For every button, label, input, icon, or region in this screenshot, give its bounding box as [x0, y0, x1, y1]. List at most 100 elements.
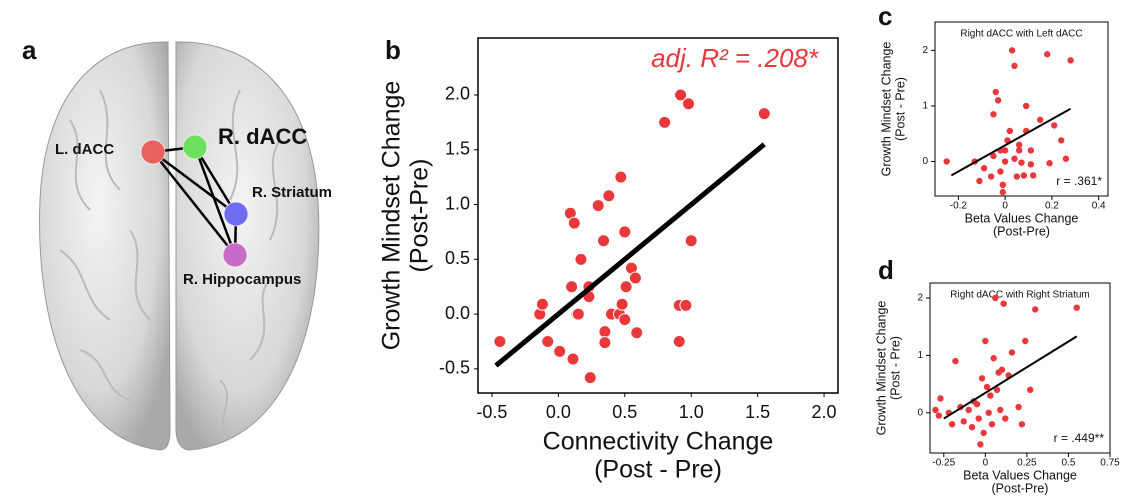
- scatter-point: [952, 357, 959, 365]
- scatter-point: [1011, 155, 1018, 162]
- region-label: R. dACC: [218, 124, 307, 149]
- scatter-point: [948, 421, 956, 428]
- x-axis-label: Connectivity Change: [543, 428, 774, 456]
- scatter-point: [1022, 102, 1030, 110]
- scatter-point: [591, 199, 605, 213]
- scatter-point: [990, 152, 997, 160]
- panel-letter: b: [385, 35, 401, 65]
- x-tick-label: 1.0: [679, 402, 704, 422]
- scatter-point: [1027, 161, 1035, 168]
- scatter-point: [602, 189, 616, 203]
- scatter-point: [987, 173, 995, 180]
- y-tick-label: 0: [917, 407, 923, 418]
- x-tick-label: 0.2: [1045, 201, 1059, 212]
- scatter-point: [583, 371, 597, 385]
- x-axis-label: Beta Values Change: [965, 211, 1079, 225]
- scatter-point: [493, 335, 507, 349]
- plot-frame: [934, 21, 1109, 197]
- scatter-point: [999, 188, 1006, 196]
- y-tick-label: 0: [922, 156, 928, 167]
- scatter-point: [1029, 172, 1037, 179]
- scatter-point: [658, 115, 672, 129]
- scatter-point: [565, 280, 579, 294]
- scatter-point: [997, 406, 1004, 414]
- x-tick-label: 0: [1002, 201, 1008, 212]
- x-tick-label: 2.0: [812, 402, 837, 422]
- scatter-point: [1046, 160, 1053, 167]
- y-axis-label: Growth Mindset Change: [874, 301, 888, 436]
- scatter-point: [935, 412, 943, 419]
- scatter-point: [992, 294, 999, 302]
- scatter-point: [975, 415, 982, 422]
- scatter-point: [990, 355, 997, 362]
- y-tick-label: 2: [922, 45, 928, 56]
- scatter-point: [1044, 51, 1051, 58]
- y-axis-label: (Post - Pre): [893, 77, 907, 141]
- y-tick-label: 1.5: [445, 139, 470, 159]
- scatter-point: [672, 335, 686, 349]
- scatter-point: [1015, 141, 1023, 149]
- scatter-point: [982, 337, 989, 345]
- scatter-point: [1000, 300, 1007, 307]
- scatter-point: [977, 441, 984, 448]
- region-node: [182, 134, 208, 160]
- x-tick-label: 0.75: [1100, 458, 1120, 469]
- x-tick-label: 0.5: [612, 402, 637, 422]
- region-node: [223, 201, 249, 227]
- scatter-point: [965, 406, 972, 414]
- scatter-point: [937, 395, 944, 402]
- scatter-point: [1001, 147, 1009, 154]
- region-label: R. Hippocampus: [183, 271, 301, 288]
- x-tick-label: 0: [983, 458, 989, 469]
- scatter-point: [980, 429, 987, 437]
- scatter-point: [998, 366, 1006, 373]
- scatter-point: [535, 297, 549, 311]
- scatter-point: [1032, 306, 1039, 313]
- scatter-point: [553, 344, 567, 358]
- y-axis-label: (Post-Pre): [406, 159, 434, 273]
- scatter-point: [968, 423, 976, 431]
- x-tick-label: 0.4: [1092, 201, 1106, 212]
- scatter-point: [1018, 421, 1026, 428]
- scatter-point: [976, 177, 983, 185]
- scatter-point: [571, 307, 585, 321]
- scatter-point: [628, 271, 642, 285]
- scatter-point: [614, 170, 628, 184]
- scatter-point: [598, 325, 612, 339]
- x-tick-label: -0.2: [950, 201, 968, 212]
- x-axis-label: (Post - Pre): [594, 456, 722, 484]
- y-axis-label: Growth Mindset Change: [378, 81, 406, 351]
- scatter-point: [1015, 403, 1022, 411]
- scatter-point: [679, 298, 693, 312]
- x-tick-label: 0.5: [1061, 458, 1075, 469]
- y-tick-label: 0.0: [445, 303, 470, 323]
- x-tick-label: 0.25: [1017, 458, 1037, 469]
- annotation: r = .449**: [1054, 431, 1105, 445]
- scatter-point: [997, 168, 1004, 175]
- scatter-point: [1051, 122, 1058, 129]
- y-axis-label: (Post - Pre): [888, 336, 902, 400]
- scatter-point: [1015, 147, 1023, 154]
- region-node: [140, 139, 166, 165]
- scatter-point: [684, 234, 698, 248]
- scatter-point: [682, 97, 696, 111]
- scatter-point: [619, 280, 633, 294]
- scatter-point: [1062, 155, 1070, 162]
- plot-frame: [929, 282, 1111, 454]
- scatter-point: [1058, 137, 1065, 144]
- x-axis-label: (Post-Pre): [992, 481, 1049, 495]
- scatter-point: [1020, 172, 1028, 179]
- scatter-point: [1013, 173, 1021, 180]
- brain-image: [39, 41, 320, 451]
- chart-title: Right dACC with Left dACC: [960, 29, 1082, 40]
- scatter-point: [978, 375, 986, 382]
- scatter-point: [1022, 337, 1029, 345]
- scatter-point: [630, 326, 644, 340]
- panel-letter: d: [878, 255, 894, 285]
- scatter-point: [1002, 415, 1009, 422]
- x-tick-label: -0.5: [476, 402, 507, 422]
- scatter-point: [960, 418, 967, 425]
- scatter-point: [990, 111, 997, 118]
- y-axis-label: Growth Mindset Change: [879, 42, 893, 177]
